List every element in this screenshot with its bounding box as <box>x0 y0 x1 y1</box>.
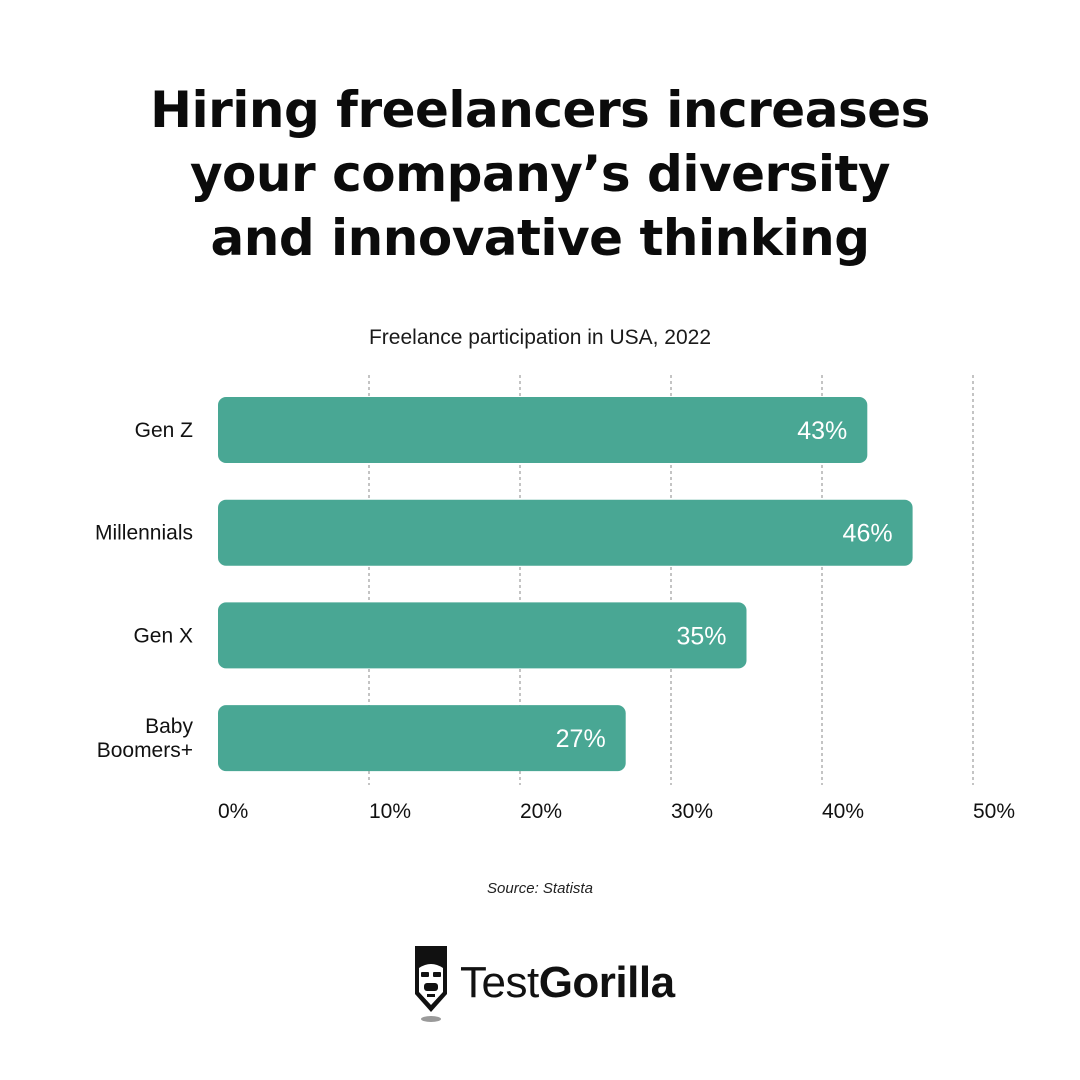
page-title: Hiring freelancers increases your compan… <box>90 78 990 270</box>
bar-value-label: 43% <box>797 417 847 445</box>
category-label: Gen X <box>133 624 193 647</box>
x-tick-label: 20% <box>520 800 562 823</box>
brand-name: TestGorilla <box>460 958 675 1008</box>
chart-title: Freelance participation in USA, 2022 <box>368 326 712 349</box>
brand-name-part1: Test <box>460 958 539 1007</box>
title-line-3: and innovative thinking <box>210 209 870 267</box>
x-tick-label: 0% <box>218 800 248 823</box>
x-tick-label: 50% <box>973 800 1015 823</box>
x-tick-label: 10% <box>369 800 411 823</box>
x-axis-ticks: 0% 10% 20% 30% 40% 50% <box>218 800 1015 823</box>
bar <box>218 397 868 463</box>
title-line-1: Hiring freelancers increases <box>150 81 930 139</box>
category-labels: Gen Z Millennials Gen X Baby Boomers+ <box>95 419 194 762</box>
bar <box>218 499 913 566</box>
bar-value-label: 46% <box>843 520 893 548</box>
bar-chart: 43% 46% 35% 27% Gen Z Millennials Gen X Baby Bo… <box>95 375 1015 823</box>
bar-value-label: 27% <box>556 725 606 753</box>
bars: 43% 46% 35% 27% <box>218 397 913 772</box>
bar <box>218 705 626 772</box>
bar-value-label: 35% <box>676 622 726 650</box>
brand-logo: TestGorilla <box>410 938 675 1028</box>
brand-name-part2: Gorilla <box>538 958 675 1007</box>
x-tick-label: 30% <box>671 800 713 823</box>
gorilla-logo-icon <box>415 946 447 1022</box>
category-label: Millennials <box>95 522 193 545</box>
title-line-2: your company’s diversity <box>189 145 891 203</box>
bar <box>218 602 747 669</box>
category-label: Baby Boomers+ <box>97 715 194 762</box>
source-note: Source: Statista <box>487 880 593 897</box>
x-tick-label: 40% <box>822 800 864 823</box>
category-label: Gen Z <box>135 419 194 442</box>
